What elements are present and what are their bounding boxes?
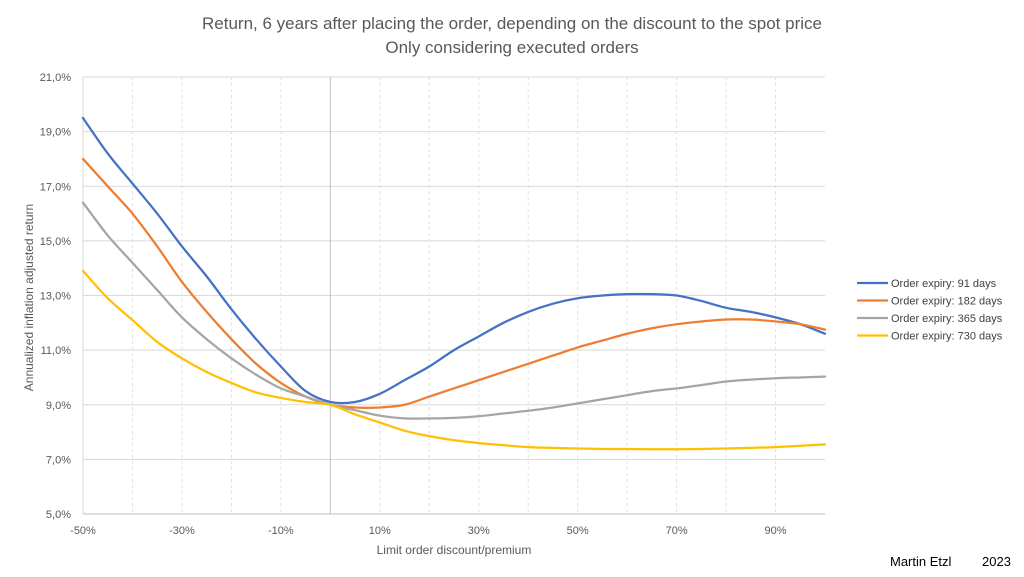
y-tick-label: 5,0% [46,509,71,521]
y-tick-label: 11,0% [41,345,72,357]
y-tick-label: 21,0% [40,72,71,84]
x-axis-ticks: -50% -30% -10% 10% 30% 50% 70% 90% [70,525,787,537]
x-tick-label: -50% [70,525,96,537]
plot-area [82,77,825,515]
y-tick-label: 17,0% [40,181,71,193]
grid-lines [83,76,825,515]
legend-label: Order expiry: 730 days [891,331,1003,343]
x-tick-label: -10% [268,525,294,537]
legend-label: Order expiry: 365 days [891,313,1003,325]
author-name: Martin Etzl [890,554,952,569]
chart-title-line-2: Only considering executed orders [385,38,639,57]
series-line-1 [81,116,827,405]
y-tick-label: 7,0% [46,454,71,466]
chart-title-line-1: Return, 6 years after placing the order,… [202,14,822,33]
legend-label: Order expiry: 91 days [891,278,997,290]
y-tick-label: 15,0% [40,236,71,248]
y-tick-label: 19,0% [40,127,71,139]
x-tick-label: 30% [468,525,490,537]
footer-year: 2023 [982,554,1011,569]
x-tick-label: 90% [765,525,787,537]
y-axis-label: Annualized inflation adjusted return [22,204,36,391]
x-tick-label: 50% [567,525,589,537]
legend: Order expiry: 91 days Order expiry: 182 d… [857,278,1003,343]
series-lines [81,116,827,451]
x-tick-label: -30% [169,525,195,537]
x-tick-label: 70% [666,525,688,537]
y-axis-ticks: 5,0% 7,0% 9,0% 11,0% 13,0% 15,0% 17,0% 19,0% 21,… [40,72,71,521]
y-tick-label: 13,0% [40,291,71,303]
x-tick-label: 10% [369,525,391,537]
series-line-2 [81,157,827,409]
series-line-4 [81,269,827,451]
series-line-3 [81,201,827,420]
x-axis-label: Limit order discount/premium [377,543,532,557]
y-tick-label: 9,0% [46,400,71,412]
chart-title: Return, 6 years after placing the order,… [0,12,1024,60]
legend-label: Order expiry: 182 days [891,296,1003,308]
